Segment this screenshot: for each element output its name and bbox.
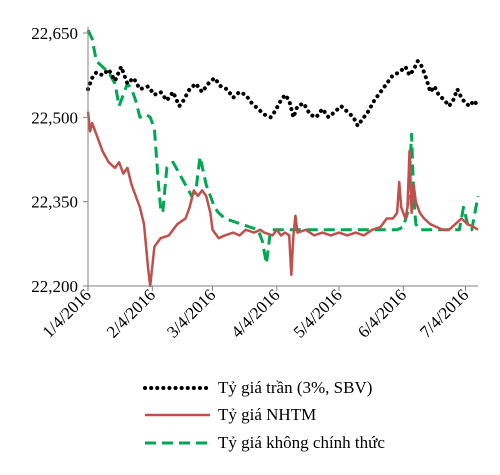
legend-label-1: Tỷ giá NHTM (218, 405, 316, 424)
x-tick-label: 4/4/2016 (227, 285, 283, 341)
series-line-1 (86, 111, 479, 288)
x-tick-label: 5/4/2016 (290, 285, 346, 341)
y-tick-label: 22,350 (31, 193, 78, 212)
y-tick-label: 22,200 (31, 277, 78, 296)
y-tick-label: 22,500 (31, 108, 78, 127)
x-tick-label: 7/4/2016 (416, 285, 472, 341)
legend: Tỷ giá trần (3%, SBV) Tỷ giá NHTM Tỷ giá k… (143, 378, 385, 452)
x-tick-label: 2/4/2016 (103, 285, 159, 341)
plot-area (86, 29, 480, 288)
legend-label-0: Tỷ giá trần (3%, SBV) (218, 378, 372, 397)
y-axis: 22,200 22,350 22,500 22,650 (31, 24, 89, 296)
series-line-0 (86, 59, 480, 128)
series-line-2 (86, 29, 480, 265)
legend-label-2: Tỷ giá không chính thức (218, 433, 385, 452)
y-tick-label: 22,650 (31, 24, 78, 43)
x-tick-label: 3/4/2016 (163, 285, 219, 341)
x-tick-label: 6/4/2016 (354, 285, 410, 341)
x-axis: 1/4/2016 2/4/2016 3/4/2016 4/4/2016 5/4/2016… (39, 285, 478, 342)
